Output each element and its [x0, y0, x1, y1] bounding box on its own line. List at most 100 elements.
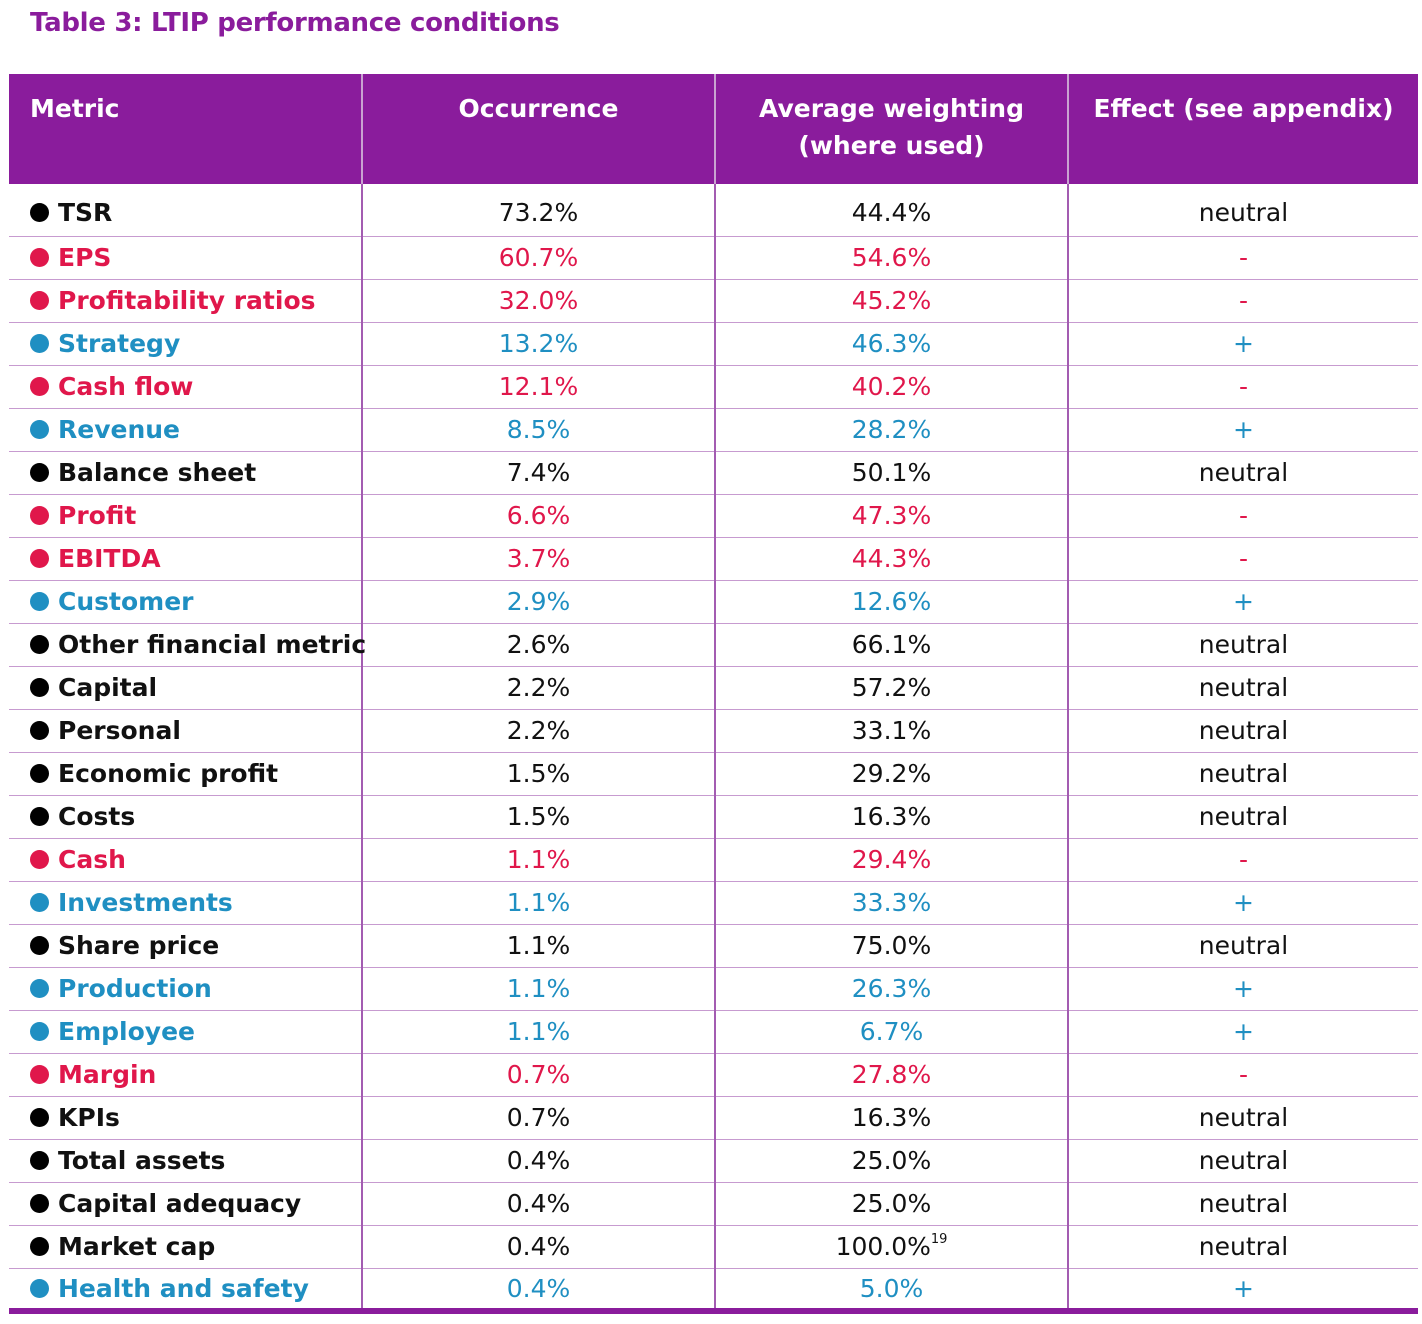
category-dot-icon [30, 850, 49, 869]
occurrence-cell: 1.5% [361, 751, 715, 795]
occurrence-cell: 2.2% [361, 708, 715, 752]
weighting-cell: 16.3% [714, 794, 1068, 838]
header-weighting-line1: Average weighting [759, 94, 1024, 123]
effect-cell: neutral [1067, 794, 1418, 838]
metric-label: EPS [58, 243, 112, 272]
occurrence-cell: 13.2% [361, 321, 715, 365]
metric-label: Investments [58, 888, 233, 917]
metric-label: Capital adequacy [58, 1189, 302, 1218]
effect-cell: neutral [1067, 1138, 1418, 1182]
occurrence-cell: 60.7% [361, 235, 715, 279]
table-row: KPIs 0.7% 16.3% neutral [9, 1095, 1418, 1139]
weighting-cell: 5.0% [714, 1267, 1068, 1314]
weighting-value: 33.3% [851, 888, 932, 917]
occurrence-cell: 2.6% [361, 622, 715, 666]
weighting-cell: 16.3% [714, 1095, 1068, 1139]
table-row: Other financial metric 2.6% 66.1% neutral [9, 622, 1418, 666]
table-row: Market cap 0.4% 100.0%19 neutral [9, 1224, 1418, 1268]
weighting-value: 44.4% [851, 198, 932, 228]
weighting-value: 57.2% [851, 673, 932, 702]
header-average-weighting: Average weighting (where used) [714, 74, 1068, 184]
weighting-value: 45.2% [851, 286, 932, 315]
table-row: Customer 2.9% 12.6% + [9, 579, 1418, 623]
metric-cell: Capital [9, 665, 362, 709]
table-header: Metric Occurrence Average weighting (whe… [9, 74, 1418, 184]
effect-cell: neutral [1067, 1095, 1418, 1139]
weighting-cell: 100.0%19 [714, 1224, 1068, 1268]
occurrence-cell: 0.7% [361, 1095, 715, 1139]
weighting-value: 25.0% [851, 1146, 932, 1175]
metric-cell: Other financial metric [9, 622, 366, 666]
metric-cell: EPS [9, 235, 362, 279]
occurrence-cell: 0.7% [361, 1052, 715, 1096]
header-weighting-line2: (where used) [798, 131, 985, 160]
category-dot-icon [30, 1065, 49, 1084]
metric-cell: Revenue [9, 407, 362, 451]
occurrence-cell: 32.0% [361, 278, 715, 322]
weighting-value: 33.1% [851, 716, 932, 745]
effect-cell: - [1067, 364, 1418, 408]
effect-cell: neutral [1067, 708, 1418, 752]
category-dot-icon [30, 1151, 49, 1170]
effect-cell: + [1067, 966, 1418, 1010]
occurrence-cell: 1.1% [361, 837, 715, 881]
metric-cell: Strategy [9, 321, 362, 365]
table-row: Economic profit 1.5% 29.2% neutral [9, 751, 1418, 795]
weighting-value: 27.8% [851, 1060, 932, 1089]
effect-cell: neutral [1067, 622, 1418, 666]
category-dot-icon [30, 463, 49, 482]
occurrence-cell: 2.2% [361, 665, 715, 709]
weighting-value: 12.6% [851, 587, 932, 616]
effect-cell: - [1067, 1052, 1418, 1096]
table-row: Cash flow 12.1% 40.2% - [9, 364, 1418, 408]
metric-cell: Cash [9, 837, 362, 881]
table-row: Total assets 0.4% 25.0% neutral [9, 1138, 1418, 1182]
weighting-value: 44.3% [851, 544, 932, 573]
metric-label: Profitability ratios [58, 286, 316, 315]
effect-cell: neutral [1067, 1224, 1418, 1268]
metric-cell: Employee [9, 1009, 362, 1053]
category-dot-icon [30, 549, 49, 568]
category-dot-icon [30, 635, 49, 654]
occurrence-cell: 0.4% [361, 1224, 715, 1268]
occurrence-cell: 73.2% [361, 184, 715, 236]
metric-label: Employee [58, 1017, 195, 1046]
occurrence-cell: 0.4% [361, 1138, 715, 1182]
metric-cell: Profitability ratios [9, 278, 362, 322]
weighting-value: 29.4% [851, 845, 932, 874]
occurrence-cell: 0.4% [361, 1181, 715, 1225]
metric-label: Strategy [58, 329, 181, 358]
metric-cell: KPIs [9, 1095, 362, 1139]
weighting-cell: 44.4% [714, 184, 1068, 236]
metric-cell: Economic profit [9, 751, 362, 795]
table-row: Capital 2.2% 57.2% neutral [9, 665, 1418, 709]
metric-label: Customer [58, 587, 194, 616]
category-dot-icon [30, 936, 49, 955]
table-row: Capital adequacy 0.4% 25.0% neutral [9, 1181, 1418, 1225]
metric-cell: TSR [9, 184, 362, 236]
category-dot-icon [30, 592, 49, 611]
weighting-cell: 45.2% [714, 278, 1068, 322]
table-row: Profit 6.6% 47.3% - [9, 493, 1418, 537]
metric-label: Economic profit [58, 759, 279, 788]
effect-cell: + [1067, 1267, 1418, 1314]
category-dot-icon [30, 893, 49, 912]
effect-cell: neutral [1067, 751, 1418, 795]
metric-cell: Production [9, 966, 362, 1010]
metric-cell: Investments [9, 880, 362, 924]
table-row: Share price 1.1% 75.0% neutral [9, 923, 1418, 967]
category-dot-icon [30, 807, 49, 826]
metric-label: Production [58, 974, 212, 1003]
metric-label: Share price [58, 931, 220, 960]
metric-label: Cash flow [58, 372, 194, 401]
table-row: EPS 60.7% 54.6% - [9, 235, 1418, 279]
occurrence-cell: 0.4% [361, 1267, 715, 1314]
metric-cell: Cash flow [9, 364, 362, 408]
effect-cell: - [1067, 278, 1418, 322]
weighting-cell: 47.3% [714, 493, 1068, 537]
effect-cell: + [1067, 579, 1418, 623]
metric-cell: Customer [9, 579, 362, 623]
metric-label: EBITDA [58, 544, 161, 573]
weighting-value: 16.3% [851, 802, 932, 831]
weighting-cell: 44.3% [714, 536, 1068, 580]
